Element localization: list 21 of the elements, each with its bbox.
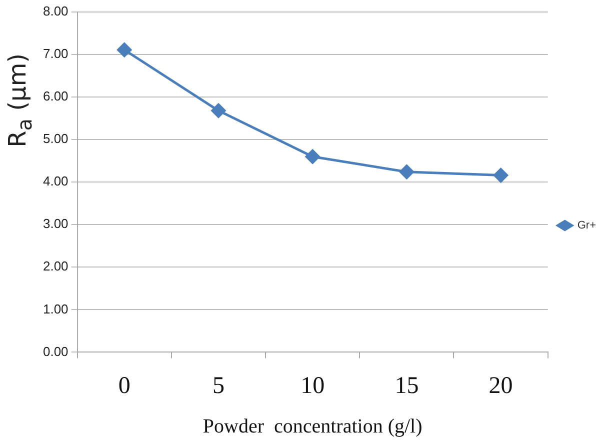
y-tick-label: 8.00 xyxy=(42,4,68,19)
y-tick-label: 0.00 xyxy=(42,344,68,359)
y-tick-label: 2.00 xyxy=(42,258,68,274)
y-tick-label: 5.00 xyxy=(42,131,68,146)
point xyxy=(494,168,508,183)
y-tick-label: 4.00 xyxy=(42,174,68,189)
y-tick-label: 1.00 xyxy=(42,301,68,316)
y-tick-label: 7.00 xyxy=(42,46,68,62)
x-tick-label: 20 xyxy=(488,372,513,399)
x-tick-label: 0 xyxy=(118,372,130,399)
x-tick-label: 10 xyxy=(300,372,325,399)
y-tick-label: 6.00 xyxy=(42,88,68,104)
x-axis-title: Powder concentration (g/l) xyxy=(202,415,422,438)
x-tick-label: 15 xyxy=(394,372,419,399)
y-tick-label: 3.00 xyxy=(42,216,68,232)
legend-label: Gr+ xyxy=(577,220,596,232)
x-tick-label: 5 xyxy=(212,372,224,399)
point xyxy=(117,42,132,58)
point xyxy=(211,103,226,118)
point xyxy=(399,164,414,180)
point xyxy=(305,149,320,164)
